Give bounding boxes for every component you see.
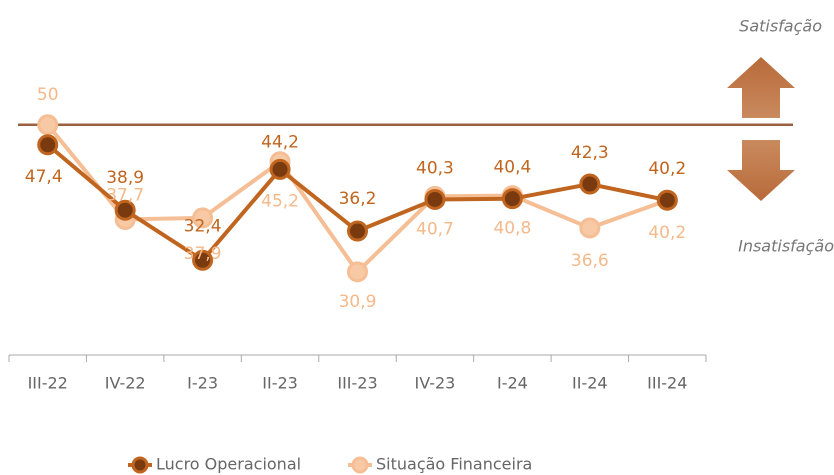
arrow-up <box>727 57 795 118</box>
data-label: 40,3 <box>416 158 454 178</box>
point <box>37 114 59 136</box>
x-tick-label: III-24 <box>647 374 687 393</box>
data-label: 36,2 <box>339 189 377 209</box>
x-tick-label: I-24 <box>497 374 528 393</box>
point <box>579 217 601 239</box>
data-label: 38,9 <box>106 168 144 188</box>
x-tick-label: IV-22 <box>105 374 146 393</box>
point <box>192 249 214 271</box>
point <box>424 188 446 210</box>
data-label: 42,3 <box>571 143 609 163</box>
point <box>192 207 214 229</box>
point <box>347 220 368 242</box>
x-tick-label: II-24 <box>572 374 608 393</box>
legend-label: Situação Financeira <box>376 455 532 474</box>
data-label: 40,4 <box>493 158 531 178</box>
point <box>656 189 678 211</box>
point <box>114 199 136 221</box>
x-tick-label: III-23 <box>337 374 377 393</box>
legend-label: Lucro Operacional <box>156 455 301 474</box>
point <box>37 134 59 156</box>
annotation: Satisfação <box>739 17 822 36</box>
point <box>269 158 291 180</box>
data-label: 37,9 <box>184 244 222 264</box>
legend-marker <box>131 456 149 474</box>
x-tick-label: I-23 <box>187 374 218 393</box>
data-label: 50 <box>37 85 59 105</box>
data-label: 30,9 <box>339 292 377 312</box>
legend-marker <box>351 456 369 474</box>
data-label: 37,7 <box>106 185 144 205</box>
data-label: 40,7 <box>416 219 454 239</box>
x-tick-label: III-22 <box>28 374 68 393</box>
data-label: 45,2 <box>261 192 299 212</box>
data-label: 44,2 <box>261 132 299 152</box>
data-label: 40,2 <box>648 223 686 243</box>
point <box>347 261 368 283</box>
point <box>579 173 601 195</box>
arrow-down <box>727 140 795 201</box>
annotation: Insatisfação <box>738 237 834 256</box>
data-label: 32,4 <box>184 216 222 236</box>
data-label: 40,2 <box>648 159 686 179</box>
point <box>501 188 523 210</box>
x-tick-label: II-23 <box>262 374 298 393</box>
data-label: 36,6 <box>571 251 609 271</box>
x-tick-label: IV-23 <box>415 374 456 393</box>
data-label: 47,4 <box>25 167 63 187</box>
data-label: 40,8 <box>493 219 531 239</box>
